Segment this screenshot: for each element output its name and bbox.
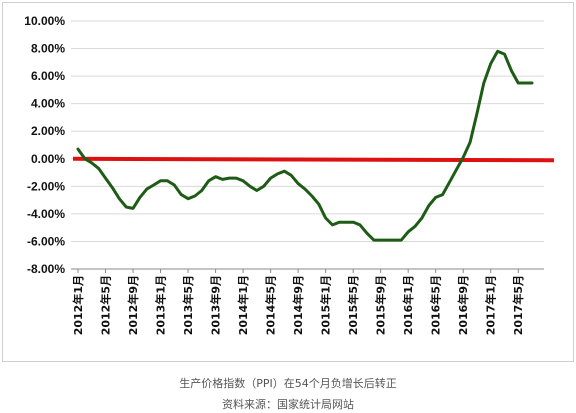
y-tick-label: -2.00% [27,179,65,193]
series-layer [76,49,534,242]
y-tick-label: 10.00% [24,14,65,28]
x-tick-marks [77,269,519,273]
x-tick-label: 2013年1月 [154,275,168,335]
line-chart: 10.00% 8.00% 6.00% 4.00% 2.00% 0.00% -2.00% -4.… [24,14,555,335]
y-tick-label: -6.00% [27,234,65,248]
x-tick-label: 2015年5月 [346,275,360,335]
y-tick-label: 0.00% [31,152,65,166]
x-tick-label: 2013年5月 [181,275,195,335]
y-tick-label: -8.00% [27,262,65,276]
x-tick-label: 2016年1月 [401,275,415,335]
x-tick-label: 2016年9月 [456,275,470,335]
y-tick-label: 2.00% [31,124,65,138]
x-tick-label: 2015年9月 [374,275,388,335]
x-tick-label: 2016年5月 [429,275,443,335]
x-tick-label: 2014年5月 [264,275,278,335]
x-tick-labels: 2012年1月 2012年5月 2012年9月 2013年1月 2013年5月 2013年… [71,275,525,335]
zero-reference-line [72,156,555,163]
y-tick-label: 8.00% [31,42,65,56]
x-tick-label: 2017年5月 [511,275,525,335]
x-tick-label: 2012年1月 [71,275,85,335]
y-tick-label: 6.00% [31,69,65,83]
x-tick-label: 2012年5月 [99,275,113,335]
x-tick-label: 2013年9月 [209,275,223,335]
x-tick-label: 2014年9月 [291,275,305,335]
chart-caption-title: 生产价格指数（PPI）在54个月负增长后转正 [179,377,397,390]
y-tick-label: 4.00% [31,97,65,111]
x-tick-label: 2015年1月 [319,275,333,335]
chart-frame: 10.00% 8.00% 6.00% 4.00% 2.00% 0.00% -2.00% -4.… [2,2,574,362]
gridlines [71,20,544,270]
ppi-series-line [76,49,534,242]
x-tick-label: 2017年1月 [484,275,498,335]
y-tick-labels: 10.00% 8.00% 6.00% 4.00% 2.00% 0.00% -2.00% -4.… [24,14,65,276]
x-tick-label: 2014年1月 [236,275,250,335]
chart-caption-source: 资料来源：国家统计局网站 [222,398,354,411]
x-tick-label: 2012年9月 [126,275,140,335]
y-tick-label: -4.00% [27,207,65,221]
